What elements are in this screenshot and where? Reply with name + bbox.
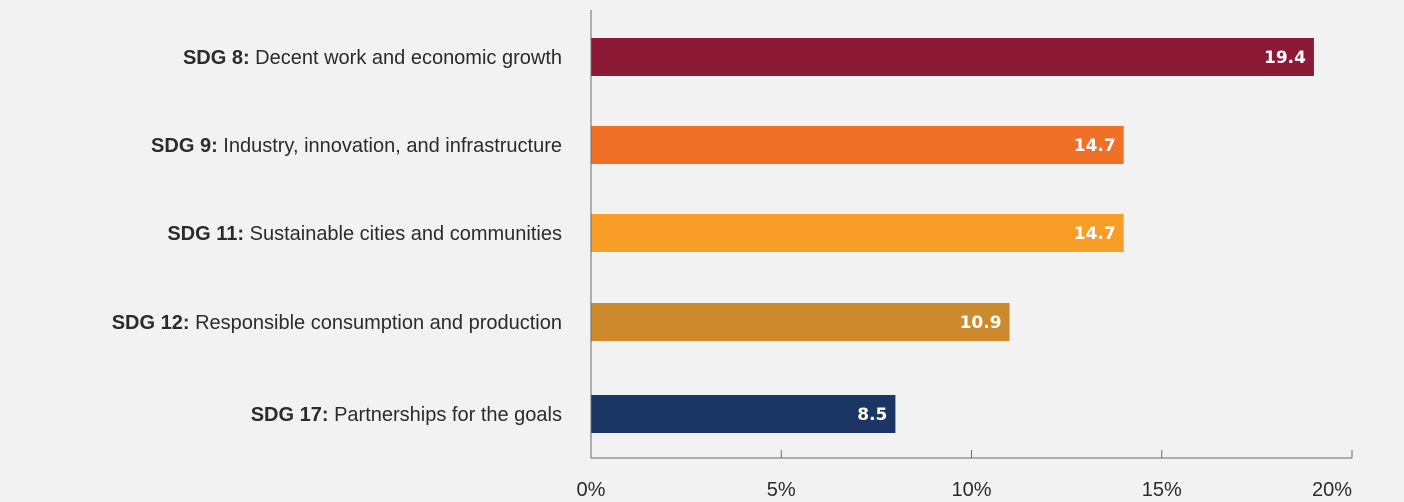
category-name: Industry, innovation, and infrastructure <box>218 135 562 157</box>
category-labels: SDG 8: Decent work and economic growthSD… <box>112 47 562 426</box>
value-labels: 19.4 14.7 14.7 10.9 8.5 <box>857 48 1306 425</box>
x-tick-label: 5% <box>767 479 796 501</box>
value-label: 14.7 <box>1074 136 1116 156</box>
x-tick-label: 0% <box>577 479 606 501</box>
category-code: SDG 8: <box>183 47 250 69</box>
bars <box>591 38 1314 433</box>
bar <box>591 38 1314 76</box>
category-name: Sustainable cities and communities <box>244 223 562 245</box>
category-name: Responsible consumption and production <box>190 312 562 334</box>
category-label: SDG 11: Sustainable cities and communiti… <box>167 223 562 245</box>
category-code: SDG 9: <box>151 135 218 157</box>
value-label: 14.7 <box>1074 224 1116 244</box>
category-label: SDG 8: Decent work and economic growth <box>183 47 562 69</box>
bar <box>591 303 1010 341</box>
bar <box>591 395 896 433</box>
value-label: 19.4 <box>1264 48 1306 68</box>
value-label: 10.9 <box>960 313 1002 333</box>
x-tick-label: 10% <box>951 479 991 501</box>
x-tick-label: 20% <box>1312 479 1352 501</box>
value-label: 8.5 <box>857 405 887 425</box>
category-label: SDG 12: Responsible consumption and prod… <box>112 312 562 334</box>
category-label: SDG 17: Partnerships for the goals <box>251 404 562 426</box>
bar <box>591 214 1124 252</box>
category-name: Decent work and economic growth <box>250 47 562 69</box>
category-label: SDG 9: Industry, innovation, and infrast… <box>151 135 562 157</box>
category-name: Partnerships for the goals <box>329 404 562 426</box>
category-code: SDG 12: <box>112 312 190 334</box>
axes: 0% 5% 10% 15% 20% <box>577 10 1353 501</box>
bar <box>591 126 1124 164</box>
category-code: SDG 11: <box>167 223 244 245</box>
x-tick-label: 15% <box>1142 479 1182 501</box>
category-code: SDG 17: <box>251 404 329 426</box>
